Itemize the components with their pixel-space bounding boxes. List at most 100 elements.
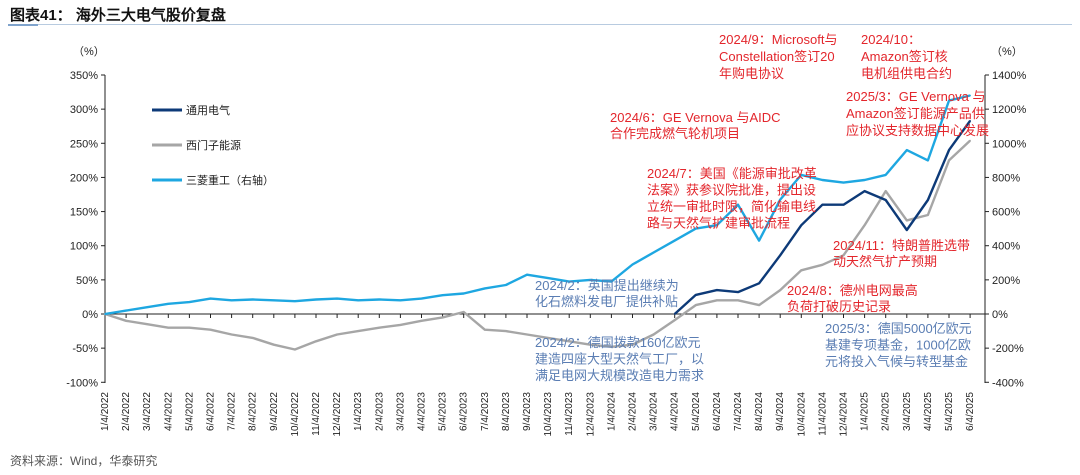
annotation-text: 动天然气扩产预期 bbox=[833, 254, 937, 269]
source-note: 资料来源：Wind，华泰研究 bbox=[10, 454, 158, 468]
data-point bbox=[695, 304, 697, 306]
data-point bbox=[589, 279, 592, 281]
annotation-text: 2024/6：GE Vernova 与AIDC bbox=[610, 110, 781, 125]
x-tick-label: 1/4/2024 bbox=[606, 392, 617, 431]
left-tick-label: -100% bbox=[66, 377, 98, 389]
annotation-text: 2024/11：特朗普胜选带 bbox=[833, 238, 970, 253]
x-tick-label: 1/4/2025 bbox=[860, 392, 871, 431]
data-point bbox=[800, 269, 803, 272]
data-point bbox=[336, 333, 338, 336]
x-tick-label: 10/4/2024 bbox=[796, 392, 807, 437]
left-tick-label: 350% bbox=[70, 70, 98, 82]
data-point bbox=[631, 343, 634, 346]
data-point bbox=[526, 273, 528, 276]
legend-label: 通用电气 bbox=[186, 103, 230, 117]
data-point bbox=[146, 323, 148, 326]
data-point bbox=[146, 306, 148, 308]
x-tick-label: 3/4/2025 bbox=[902, 392, 913, 431]
data-point bbox=[209, 328, 212, 331]
data-point bbox=[927, 159, 929, 162]
data-point bbox=[336, 297, 338, 300]
data-point bbox=[716, 299, 718, 302]
data-point bbox=[969, 119, 971, 122]
x-tick-label: 1/4/2022 bbox=[100, 392, 111, 431]
data-point bbox=[673, 239, 676, 242]
annotation-text: 立统一审批时限，简化输电线 bbox=[647, 199, 816, 214]
data-point bbox=[758, 282, 760, 285]
data-point bbox=[420, 320, 423, 322]
left-axis-unit: （%） bbox=[73, 45, 105, 58]
series-line-2 bbox=[104, 94, 971, 316]
left-tick-label: -50% bbox=[72, 343, 98, 355]
left-tick-label: 100% bbox=[70, 241, 98, 253]
data-point bbox=[948, 149, 950, 151]
data-point bbox=[547, 277, 549, 279]
data-point bbox=[842, 181, 845, 184]
data-point bbox=[188, 326, 191, 329]
data-point bbox=[906, 229, 908, 231]
data-point bbox=[294, 300, 296, 302]
data-point bbox=[167, 302, 170, 305]
left-tick-label: 200% bbox=[70, 172, 98, 184]
data-point bbox=[251, 337, 254, 339]
annotation-text: 法案》获参议院批准，提出设 bbox=[647, 183, 816, 198]
annotation-text: 负荷打破历史记录 bbox=[787, 299, 891, 314]
data-point bbox=[927, 214, 929, 216]
data-point bbox=[737, 203, 739, 206]
left-tick-label: 250% bbox=[70, 138, 98, 150]
data-point bbox=[378, 298, 381, 301]
data-point bbox=[505, 330, 507, 332]
annotation-text: 合作完成燃气轮机项目 bbox=[610, 126, 740, 141]
annotation-text: 2025/3：GE Vernova 与 bbox=[846, 89, 985, 104]
annotation-text: Amazon签订核 bbox=[861, 49, 948, 64]
data-point bbox=[737, 291, 739, 293]
data-point bbox=[758, 304, 760, 306]
annotation-text: 化石燃料发电厂提供补贴 bbox=[535, 294, 678, 309]
data-point bbox=[378, 326, 381, 329]
data-point bbox=[399, 299, 402, 302]
figure-title: 图表41： 海外三大电气股价复盘 bbox=[10, 7, 226, 24]
data-point bbox=[695, 294, 697, 296]
right-tick-label: -200% bbox=[992, 343, 1024, 355]
data-point bbox=[610, 280, 613, 283]
annotation-text: 年购电协议 bbox=[719, 66, 784, 81]
data-point bbox=[863, 190, 866, 192]
x-tick-label: 4/4/2024 bbox=[670, 392, 681, 431]
data-point bbox=[441, 316, 444, 319]
x-tick-label: 12/4/2024 bbox=[839, 392, 850, 437]
x-tick-label: 4/4/2022 bbox=[163, 392, 174, 431]
right-tick-label: 200% bbox=[992, 275, 1020, 287]
data-point bbox=[948, 99, 950, 102]
data-point bbox=[125, 309, 127, 312]
data-point bbox=[884, 190, 887, 192]
x-tick-label: 2/4/2025 bbox=[881, 392, 892, 431]
data-point bbox=[906, 149, 908, 151]
data-point bbox=[673, 313, 676, 315]
x-tick-label: 5/4/2023 bbox=[438, 392, 449, 431]
right-tick-label: -400% bbox=[992, 377, 1024, 389]
x-tick-label: 5/4/2025 bbox=[944, 392, 955, 431]
annotation-text: 基建专项基金，1000亿欧 bbox=[825, 338, 971, 353]
data-point bbox=[125, 320, 127, 322]
annotation-text: Amazon签订能源产品供 bbox=[846, 106, 985, 121]
right-tick-label: 800% bbox=[992, 172, 1020, 184]
data-point bbox=[230, 333, 233, 336]
x-tick-label: 9/4/2022 bbox=[269, 392, 280, 431]
data-point bbox=[104, 313, 106, 315]
annotation-text: 路与天然气扩建审批流程 bbox=[647, 216, 790, 231]
data-point bbox=[462, 311, 465, 313]
data-point bbox=[526, 333, 528, 336]
legend-label: 西门子能源 bbox=[186, 138, 241, 152]
data-point bbox=[821, 264, 824, 266]
annotation-text: 满足电网大规模改造电力需求 bbox=[535, 368, 704, 383]
data-point bbox=[716, 224, 718, 227]
left-tick-label: 150% bbox=[70, 207, 98, 219]
data-point bbox=[779, 289, 781, 291]
x-tick-label: 2/4/2023 bbox=[374, 392, 385, 431]
x-tick-label: 9/4/2023 bbox=[522, 392, 533, 431]
data-point bbox=[863, 179, 866, 181]
annotation-text: 2024/9：Microsoft与 bbox=[719, 32, 838, 47]
data-point bbox=[251, 298, 254, 301]
left-tick-label: 50% bbox=[76, 275, 98, 287]
